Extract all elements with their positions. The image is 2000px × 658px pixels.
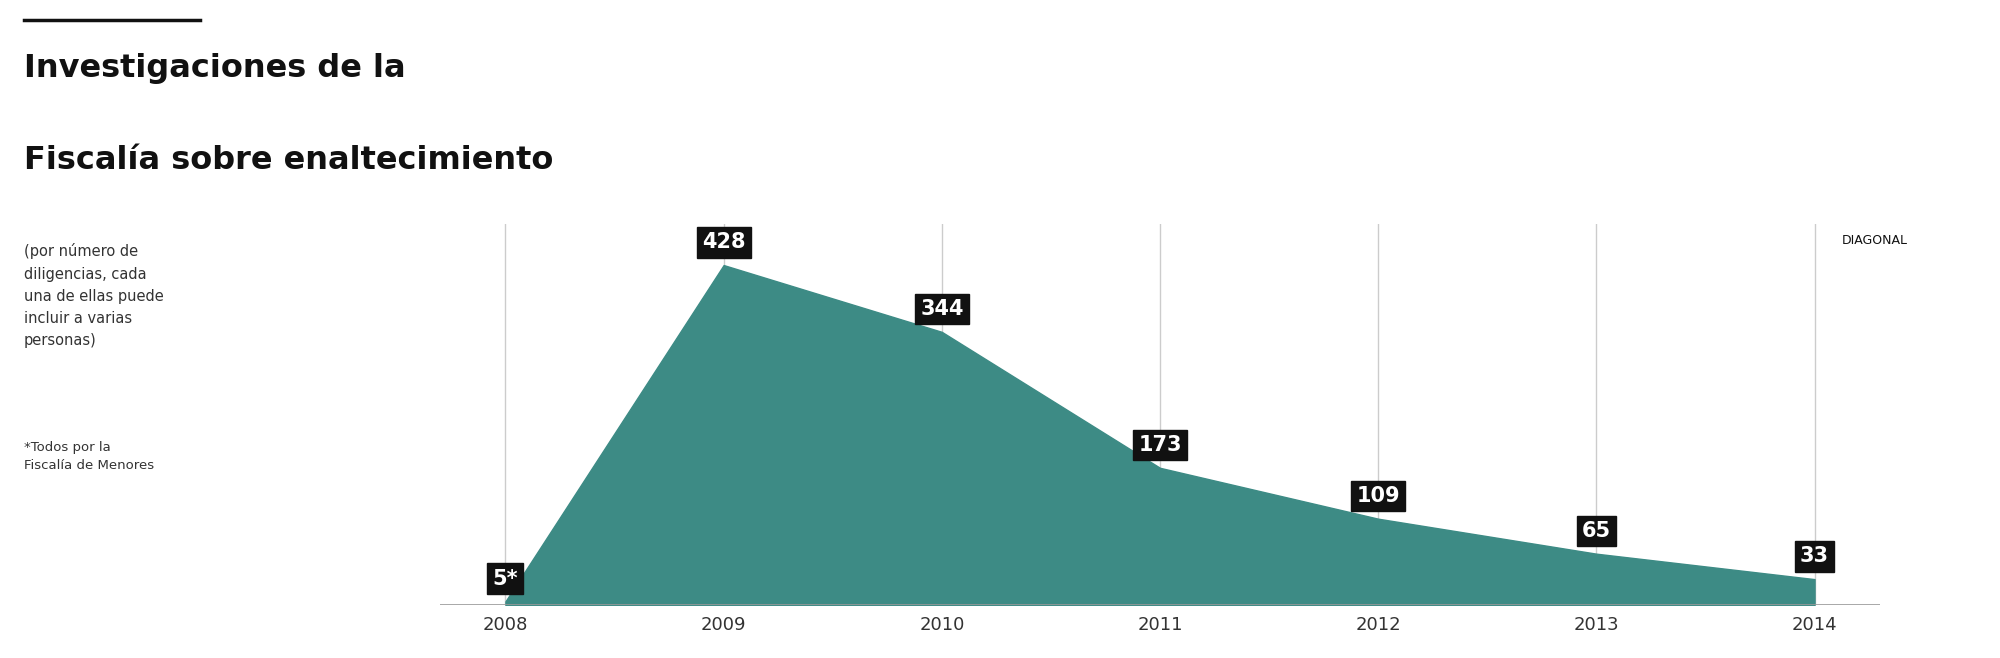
Text: Fiscalía sobre enaltecimiento: Fiscalía sobre enaltecimiento [24,145,554,176]
Text: 65: 65 [1582,521,1610,541]
Text: 173: 173 [1138,435,1182,455]
Text: 344: 344 [920,299,964,319]
Text: 33: 33 [1800,546,1830,567]
Text: 109: 109 [1356,486,1400,506]
Text: *Todos por la
Fiscalía de Menores: *Todos por la Fiscalía de Menores [24,441,154,472]
Text: 428: 428 [702,232,746,253]
Text: 5*: 5* [492,569,518,589]
Text: Investigaciones de la: Investigaciones de la [24,53,406,84]
Text: (por número de
diligencias, cada
una de ellas puede
incluir a varias
personas): (por número de diligencias, cada una de … [24,243,164,348]
Text: DIAGONAL: DIAGONAL [1842,234,1908,247]
Text: D: D [1838,71,1912,159]
